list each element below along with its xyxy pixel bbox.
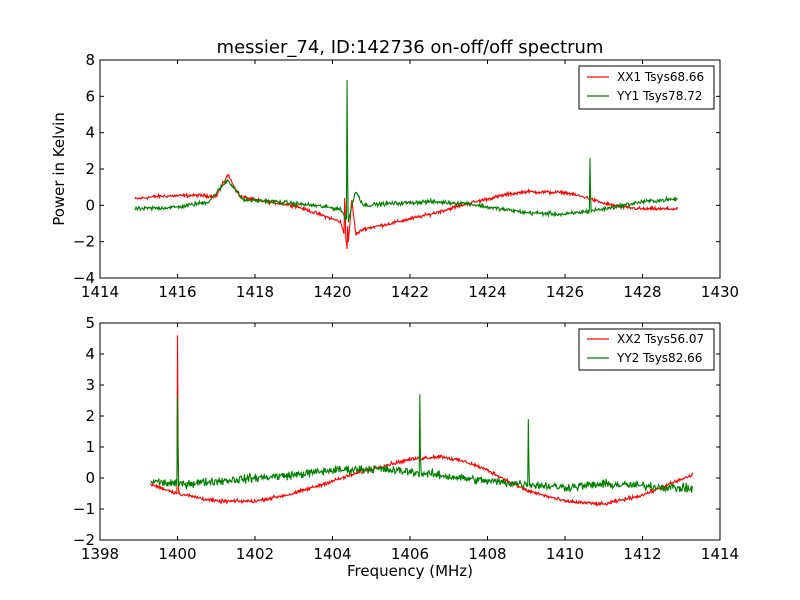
bottom-series-xx2-line	[149, 335, 694, 507]
top-panel-legend: XX1 Tsys68.66 YY1 Tsys78.72	[578, 65, 715, 110]
bottom-xtick-label: 1400	[158, 545, 196, 563]
top-panel: 1414 1416 1418 1420 1422 1424 1426 1428 1430 −4 −2…	[50, 51, 739, 301]
top-xtick-label: 1426	[546, 283, 584, 301]
bottom-ytick-label: 3	[85, 376, 95, 394]
top-ytick-label: 4	[85, 124, 95, 142]
top-panel-lines	[134, 79, 678, 249]
top-xtick-label: 1424	[468, 283, 506, 301]
bottom-ytick-label: −1	[73, 500, 95, 518]
bottom-ytick-label: 2	[85, 407, 95, 425]
bottom-ytick-label: −2	[73, 531, 95, 549]
bottom-series-yy2-line	[150, 394, 693, 493]
bottom-xtick-label: 1404	[313, 545, 351, 563]
top-ytick-label: −2	[73, 233, 95, 251]
bottom-panel-legend: XX2 Tsys56.07 YY2 Tsys82.66	[578, 328, 715, 371]
top-ytick-label: 2	[85, 160, 95, 178]
top-legend-label-yy1: YY1 Tsys78.72	[616, 89, 702, 103]
top-xtick-label: 1422	[391, 283, 429, 301]
chart-title: messier_74, ID:142736 on-off/off spectru…	[217, 37, 604, 58]
bottom-xtick-label: 1406	[391, 545, 429, 563]
bottom-legend-label-yy2: YY2 Tsys82.66	[616, 351, 702, 365]
bottom-panel-lines	[149, 335, 694, 507]
top-xtick-label: 1430	[701, 283, 739, 301]
bottom-xtick-label: 1414	[701, 545, 739, 563]
bottom-ytick-label: 4	[85, 345, 95, 363]
top-xtick-label: 1428	[623, 283, 661, 301]
bottom-xtick-label: 1412	[623, 545, 661, 563]
top-xtick-label: 1414	[81, 283, 119, 301]
bottom-xtick-label: 1398	[81, 545, 119, 563]
bottom-ytick-label: 1	[85, 438, 95, 456]
top-panel-ylabel: Power in Kelvin	[50, 112, 68, 226]
top-ytick-label: 6	[85, 87, 95, 105]
bottom-legend-box	[578, 328, 715, 371]
bottom-xtick-label: 1402	[236, 545, 274, 563]
bottom-legend-label-xx2: XX2 Tsys56.07	[617, 332, 704, 346]
bottom-panel-xlabel: Frequency (MHz)	[347, 562, 473, 580]
top-legend-label-xx1: XX1 Tsys68.66	[617, 70, 704, 84]
top-xtick-label: 1416	[158, 283, 196, 301]
bottom-panel-ticks: 1398 1400 1402 1404 1406 1408 1410 1412 1414−2−1…	[73, 314, 739, 563]
top-xtick-label: 1420	[313, 283, 351, 301]
top-ytick-label: −4	[73, 269, 95, 287]
top-legend-box	[578, 65, 715, 110]
top-xtick-label: 1418	[236, 283, 274, 301]
bottom-ytick-label: 5	[85, 314, 95, 332]
top-ytick-label: 8	[85, 51, 95, 69]
top-panel-ticks: 1414 1416 1418 1420 1422 1424 1426 1428 1430 −4 −2…	[73, 51, 739, 301]
bottom-xtick-label: 1410	[546, 545, 584, 563]
bottom-xtick-label: 1408	[468, 545, 506, 563]
bottom-ytick-label: 0	[85, 469, 95, 487]
top-ytick-label: 0	[85, 196, 95, 214]
bottom-panel: 1398 1400 1402 1404 1406 1408 1410 1412 1414−2−1…	[73, 314, 739, 580]
top-series-yy1-line	[134, 79, 678, 223]
